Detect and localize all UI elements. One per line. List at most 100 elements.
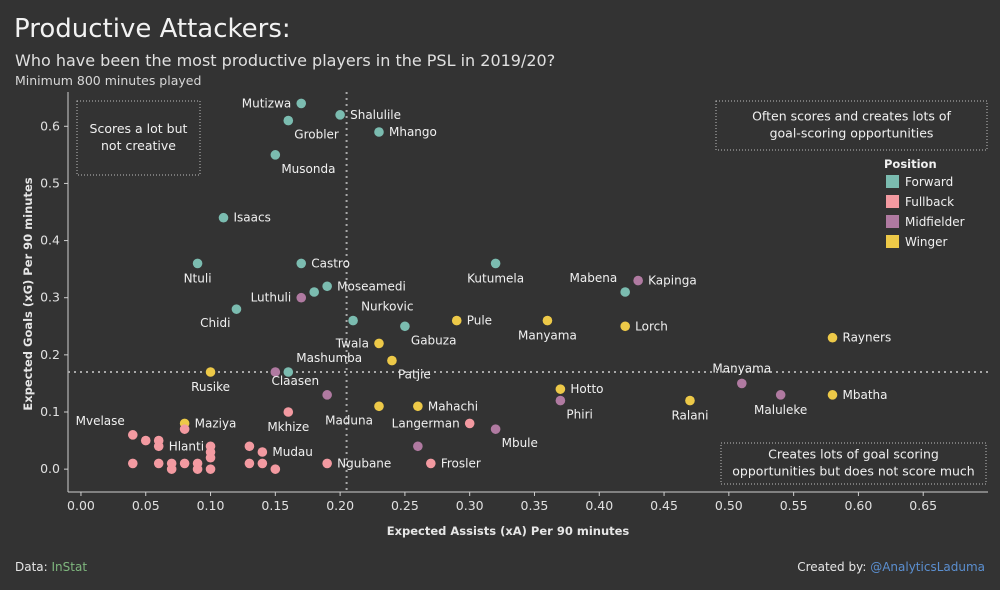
point-unlabeled[interactable] [270,367,281,377]
point-gabuza[interactable] [400,321,410,332]
point-kutumela[interactable] [490,258,501,269]
annotation-text: Creates lots of goal scoring [768,447,939,462]
point-mudau[interactable] [257,447,268,457]
point-unlabeled[interactable] [140,435,151,446]
point-rusike[interactable] [205,367,216,377]
annotation-box [715,100,988,151]
point-unlabeled[interactable] [192,464,203,474]
legend-swatch-winger [886,235,899,248]
point-label-mabena: Mabena [570,271,618,285]
point-manyama[interactable] [737,378,747,389]
axes: 0.00 0.05 0.10 0.15 0.20 0.25 0.30 0.35 0.40 0.45… [21,92,988,538]
annotation-box [76,100,201,176]
point-manyama[interactable] [542,315,553,326]
point-label-castro: Castro [311,256,350,270]
annotation-box [720,442,987,485]
annotation-top-right: Often scores and creates lots of goal-sco… [715,100,988,151]
point-label-hotto: Hotto [570,382,603,396]
point-langerman[interactable] [464,418,475,429]
point-unlabeled[interactable] [244,441,255,452]
point-twala[interactable] [374,338,384,349]
point-mbatha[interactable] [827,390,838,400]
point-castro[interactable] [296,258,307,269]
point-mhango[interactable] [374,127,384,137]
annotation-top-left: Scores a lot but not creative [76,100,201,176]
point-mahachi[interactable] [413,401,423,412]
point-label-mahachi: Mahachi [428,399,478,413]
point-frosler[interactable] [426,458,436,469]
point-unlabeled[interactable] [270,464,281,474]
x-tick-label: 0.00 [67,498,95,513]
point-rayners[interactable] [827,332,838,343]
point-maduna[interactable] [374,401,384,412]
point-unlabeled[interactable] [413,441,423,452]
x-tick-label: 0.40 [585,498,613,513]
credit-handle[interactable]: @AnalyticsLaduma [870,560,985,574]
x-tick-label: 0.35 [521,498,549,513]
x-tick-label: 0.55 [780,498,808,513]
point-claasen[interactable] [322,390,332,400]
point-label-mashumba: Mashumba [296,351,362,365]
legend-label-forward: Forward [905,175,953,189]
point-shalulile[interactable] [335,110,345,120]
point-unlabeled[interactable] [205,464,216,474]
point-ntuli[interactable] [192,258,203,269]
annotation-text: not creative [101,138,176,153]
point-chidi[interactable] [231,304,242,314]
point-mkhize[interactable] [283,407,294,417]
legend-label-midfielder: Midfielder [905,215,965,229]
point-label-maduna: Maduna [325,413,373,427]
point-musonda[interactable] [270,150,281,160]
point-label-lorch: Lorch [635,319,668,333]
point-ralani[interactable] [685,395,695,406]
point-label-maziya: Maziya [195,416,237,430]
point-label-kutumela: Kutumela [467,271,524,285]
point-hlanti[interactable] [153,441,164,452]
point-mabena[interactable] [620,287,630,297]
point-unlabeled[interactable] [179,458,190,469]
y-tick-label: 0.5 [40,175,60,190]
y-axis-label: Expected Goals (xG) Per 90 minutes [21,177,35,410]
x-tick-label: 0.25 [391,498,419,513]
point-grobler[interactable] [283,115,294,126]
point-label-ngubane: Ngubane [337,456,391,470]
quadrant-annotations: Scores a lot but not creative Often scores… [76,100,988,485]
point-mutizwa[interactable] [296,98,307,109]
point-mbule[interactable] [490,424,501,434]
point-label-hlanti: Hlanti [169,439,204,453]
chart-subtitle: Who have been the most productive player… [15,51,556,70]
y-tick-label: 0.3 [40,290,60,305]
point-maluleke[interactable] [775,390,786,400]
point-luthuli[interactable] [296,292,307,303]
chart-title: Productive Attackers: [14,14,291,44]
point-moseamedi[interactable] [322,281,332,292]
point-unlabeled[interactable] [153,458,164,469]
point-unlabeled[interactable] [244,458,255,469]
point-nurkovic[interactable] [348,315,358,326]
data-source: Data: InStat [15,560,87,574]
point-unlabeled[interactable] [166,464,177,474]
point-unlabeled[interactable] [127,458,138,469]
point-mashumba[interactable] [283,367,294,377]
point-ngubane[interactable] [322,458,332,469]
point-hotto[interactable] [555,384,566,394]
y-tick-label: 0.1 [40,404,60,419]
annotation-bottom-right: Creates lots of goal scoring opportunitie… [720,442,987,485]
point-unlabeled[interactable] [257,458,268,469]
point-unlabeled[interactable] [179,424,190,434]
point-mvelase[interactable] [127,430,138,440]
point-patjie[interactable] [387,355,397,366]
point-isaacs[interactable] [218,212,229,223]
point-pule[interactable] [451,315,462,326]
point-unlabeled[interactable] [309,287,319,297]
point-label-manyama: Manyama [712,361,771,375]
point-unlabeled[interactable] [205,452,216,463]
point-kapinga[interactable] [633,275,643,286]
point-label-shalulile: Shalulile [350,108,401,122]
point-phiri[interactable] [555,395,566,406]
point-label-mhango: Mhango [389,125,437,139]
point-labels: Mutizwa Shalulile Grobler Mhango Musonda Isaa… [76,96,892,470]
point-lorch[interactable] [620,321,630,332]
point-label-luthuli: Luthuli [251,291,292,305]
x-tick-label: 0.65 [909,498,937,513]
